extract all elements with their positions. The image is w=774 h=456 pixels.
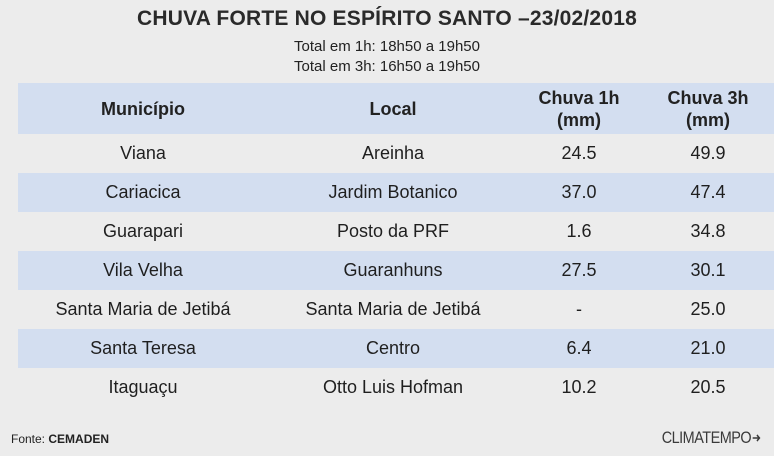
cell-chuva-1h: -	[576, 299, 582, 319]
column-header-local-label: Local	[369, 98, 417, 119]
source-label: Fonte:	[11, 432, 49, 446]
cell-chuva-3h: 30.1	[690, 260, 726, 280]
cell-chuva-3h: 20.5	[690, 377, 726, 397]
cell-municipio: Itaguaçu	[108, 377, 178, 397]
column-header-chuva-1h-label: Chuva 1h	[538, 87, 620, 108]
cell-local: Guaranhuns	[343, 260, 443, 280]
source-credit: Fonte: CEMADEN	[11, 432, 109, 446]
cell-municipio: Santa Teresa	[90, 338, 196, 358]
column-header-chuva-1h-unit: (mm)	[557, 109, 601, 130]
cell-local: Otto Luis Hofman	[322, 377, 464, 397]
cell-municipio: Santa Maria de Jetibá	[55, 299, 231, 319]
table-row: Santa Teresa Centro 6.4 21.0	[18, 329, 774, 368]
brand-logo: CLIMATEMPO	[662, 428, 762, 448]
cell-chuva-3h: 21.0	[690, 338, 726, 358]
column-header-chuva-3h-label: Chuva 3h	[667, 87, 749, 108]
table-row: Itaguaçu Otto Luis Hofman 10.2 20.5	[18, 368, 774, 407]
subtitle-3h: Total em 3h: 16h50 a 19h50	[294, 58, 480, 75]
column-header-municipio: Município	[18, 83, 268, 134]
cell-chuva-1h: 1.6	[566, 221, 592, 241]
cell-local: Jardim Botanico	[328, 182, 458, 202]
brand-wordmark: CLIMATEMPO	[661, 428, 752, 447]
cell-chuva-3h: 49.9	[690, 143, 726, 163]
cell-local: Santa Maria de Jetibá	[305, 299, 481, 319]
cell-local: Posto da PRF	[336, 221, 450, 241]
cell-municipio: Guarapari	[102, 221, 184, 241]
table-row: Guarapari Posto da PRF 1.6 34.8	[18, 212, 774, 251]
rainfall-table: Município Local Chuva 1h (mm) Chuva 3h (…	[18, 83, 774, 407]
column-header-chuva-3h-unit: (mm)	[686, 109, 730, 130]
page-title: CHUVA FORTE NO ESPÍRITO SANTO –23/02/201…	[137, 7, 637, 30]
cell-chuva-3h: 25.0	[690, 299, 726, 319]
table-row: Santa Maria de Jetibá Santa Maria de Jet…	[18, 290, 774, 329]
table-header-row: Município Local Chuva 1h (mm) Chuva 3h (…	[18, 83, 774, 134]
cell-local: Areinha	[361, 143, 425, 163]
source-name: CEMADEN	[48, 432, 110, 446]
cell-chuva-1h: 27.5	[561, 260, 597, 280]
column-header-local: Local	[268, 83, 518, 134]
column-header-chuva-3h: Chuva 3h (mm)	[640, 83, 774, 134]
cell-chuva-3h: 34.8	[690, 221, 726, 241]
cell-chuva-1h: 10.2	[561, 377, 597, 397]
cell-municipio: Cariacica	[105, 182, 181, 202]
cell-chuva-1h: 37.0	[561, 182, 597, 202]
cell-local: Centro	[365, 338, 421, 358]
cell-municipio: Viana	[120, 143, 166, 163]
arrow-mark-icon	[752, 434, 761, 442]
table-row: Viana Areinha 24.5 49.9	[18, 134, 774, 173]
table-row: Cariacica Jardim Botanico 37.0 47.4	[18, 173, 774, 212]
cell-chuva-3h: 47.4	[690, 182, 726, 202]
cell-chuva-1h: 24.5	[561, 143, 597, 163]
column-header-chuva-1h: Chuva 1h (mm)	[518, 83, 640, 134]
table-row: Vila Velha Guaranhuns 27.5 30.1	[18, 251, 774, 290]
subtitle-1h: Total em 1h: 18h50 a 19h50	[294, 38, 480, 55]
column-header-municipio-label: Município	[101, 98, 185, 119]
cell-municipio: Vila Velha	[103, 260, 183, 280]
cell-chuva-1h: 6.4	[566, 338, 592, 358]
